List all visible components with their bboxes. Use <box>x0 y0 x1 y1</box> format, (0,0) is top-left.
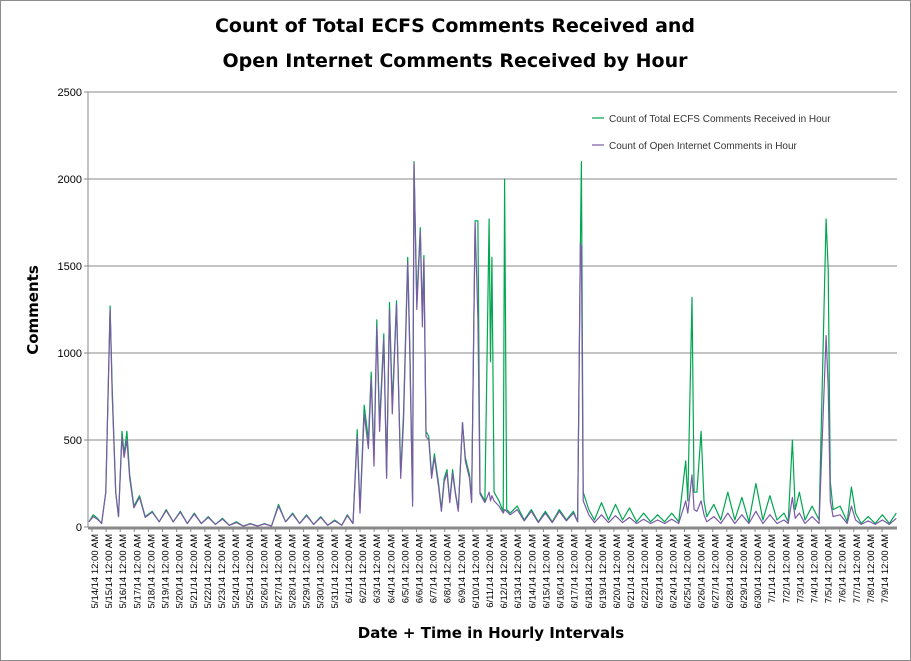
series-line-total-ecfs <box>88 161 897 527</box>
x-tick-label: 6/14/14 12:00 AM <box>527 534 538 609</box>
x-tick-label: 7/3/14 12:00 AM <box>795 534 806 603</box>
y-tick-label: 2000 <box>58 174 82 186</box>
x-tick-label: 6/8/14 12:00 AM <box>443 534 454 603</box>
x-tick-label: 5/19/14 12:00 AM <box>161 534 172 609</box>
legend-label-total: Count of Total ECFS Comments Received in… <box>609 114 831 125</box>
x-tick-label: 7/6/14 12:00 AM <box>838 534 849 603</box>
x-tick-label: 6/24/14 12:00 AM <box>668 534 679 609</box>
x-tick-label: 6/17/14 12:00 AM <box>570 534 581 609</box>
x-tick-label: 5/29/14 12:00 AM <box>302 534 313 609</box>
x-tick-label: 5/21/14 12:00 AM <box>189 534 200 609</box>
x-tick-label: 7/4/14 12:00 AM <box>809 534 820 603</box>
x-tick-label: 7/8/14 12:00 AM <box>866 534 877 603</box>
x-tick-label: 6/9/14 12:00 AM <box>457 534 468 603</box>
legend-label-open-internet: Count of Open Internet Comments in Hour <box>609 141 798 152</box>
x-tick-label: 6/18/14 12:00 AM <box>584 534 595 609</box>
x-tick-label: 6/6/14 12:00 AM <box>414 534 425 603</box>
y-axis-ticks: 0 500 1000 1500 2000 2500 <box>58 87 88 534</box>
x-tick-label: 6/1/14 12:00 AM <box>344 534 355 603</box>
x-tick-label: 6/19/14 12:00 AM <box>598 534 609 609</box>
x-tick-label: 6/26/14 12:00 AM <box>697 534 708 609</box>
y-axis-label: Comments <box>24 265 42 355</box>
x-tick-label: 5/25/14 12:00 AM <box>245 534 256 609</box>
x-tick-label: 6/25/14 12:00 AM <box>683 534 694 609</box>
x-tick-label: 7/1/14 12:00 AM <box>767 534 778 603</box>
x-tick-label: 7/5/14 12:00 AM <box>824 534 835 603</box>
x-tick-label: 5/17/14 12:00 AM <box>132 534 143 609</box>
x-tick-label: 6/28/14 12:00 AM <box>725 534 736 609</box>
x-tick-label: 6/21/14 12:00 AM <box>626 534 637 609</box>
y-tick-label: 0 <box>76 522 82 534</box>
series-line-open-internet <box>88 162 897 527</box>
x-tick-label: 6/29/14 12:00 AM <box>739 534 750 609</box>
x-tick-label: 6/12/14 12:00 AM <box>499 534 510 609</box>
legend: Count of Total ECFS Comments Received in… <box>592 114 831 152</box>
x-tick-label: 7/2/14 12:00 AM <box>781 534 792 603</box>
x-tick-label: 7/9/14 12:00 AM <box>880 534 891 603</box>
chart-title-line-2: Open Internet Comments Received by Hour <box>223 50 689 72</box>
x-tick-label: 6/13/14 12:00 AM <box>513 534 524 609</box>
x-tick-label: 6/2/14 12:00 AM <box>358 534 369 603</box>
x-tick-label: 5/15/14 12:00 AM <box>104 534 115 609</box>
y-tick-label: 1500 <box>58 261 82 273</box>
x-tick-label: 6/10/14 12:00 AM <box>471 534 482 609</box>
x-tick-label: 6/16/14 12:00 AM <box>556 534 567 609</box>
x-tick-label: 5/26/14 12:00 AM <box>259 534 270 609</box>
y-tick-label: 500 <box>64 435 82 447</box>
x-tick-label: 6/15/14 12:00 AM <box>541 534 552 609</box>
x-tick-label: 5/20/14 12:00 AM <box>175 534 186 609</box>
x-tick-label: 6/23/14 12:00 AM <box>654 534 665 609</box>
x-tick-label: 6/30/14 12:00 AM <box>753 534 764 609</box>
x-tick-label: 6/27/14 12:00 AM <box>711 534 722 609</box>
x-tick-label: 6/5/14 12:00 AM <box>400 534 411 603</box>
y-tick-label: 1000 <box>58 348 82 360</box>
x-tick-label: 5/18/14 12:00 AM <box>146 534 157 609</box>
series-lines <box>88 161 897 527</box>
x-tick-label: 6/11/14 12:00 AM <box>485 534 496 608</box>
x-axis-label: Date + Time in Hourly Intervals <box>358 624 624 642</box>
x-tick-label: 7/7/14 12:00 AM <box>852 534 863 603</box>
x-tick-label: 5/31/14 12:00 AM <box>330 534 341 609</box>
x-tick-label: 6/4/14 12:00 AM <box>386 534 397 603</box>
x-tick-label: 5/28/14 12:00 AM <box>288 534 299 609</box>
x-tick-label: 6/7/14 12:00 AM <box>429 534 440 603</box>
x-tick-label: 5/30/14 12:00 AM <box>316 534 327 609</box>
x-tick-label: 5/23/14 12:00 AM <box>217 534 228 609</box>
x-tick-label: 5/27/14 12:00 AM <box>273 534 284 609</box>
x-tick-label: 6/22/14 12:00 AM <box>640 534 651 609</box>
x-axis-ticks: 5/14/14 12:00 AM 5/15/14 12:00 AM 5/16/14 … <box>90 528 891 608</box>
x-tick-label: 5/14/14 12:00 AM <box>90 534 101 609</box>
x-tick-label: 5/16/14 12:00 AM <box>118 534 129 609</box>
chart-title-line-1: Count of Total ECFS Comments Received an… <box>215 15 695 37</box>
x-tick-label: 6/3/14 12:00 AM <box>372 534 383 603</box>
x-tick-label: 6/20/14 12:00 AM <box>612 534 623 609</box>
y-tick-label: 2500 <box>58 87 82 99</box>
x-tick-label: 5/22/14 12:00 AM <box>203 534 214 609</box>
x-tick-label: 5/24/14 12:00 AM <box>231 534 242 609</box>
